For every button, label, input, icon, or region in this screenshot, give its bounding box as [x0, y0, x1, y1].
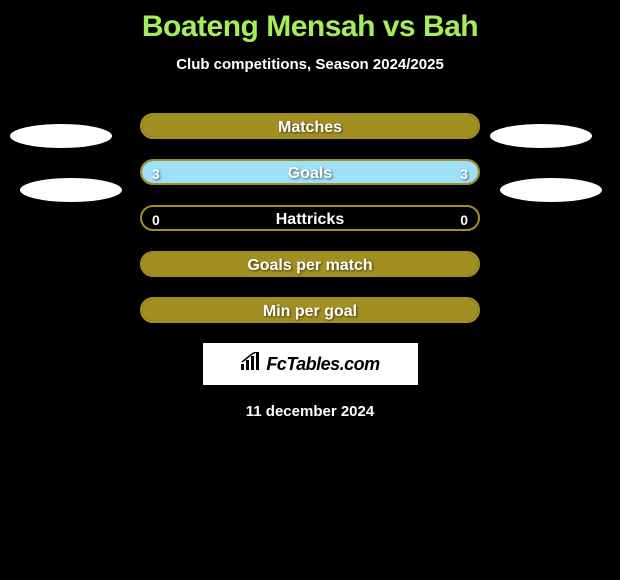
- stat-label: Goals per match: [142, 253, 478, 279]
- stat-label: Hattricks: [142, 207, 478, 233]
- stat-bar: Min per goal: [140, 297, 480, 323]
- decor-ellipse: [20, 178, 122, 202]
- stat-bar: Matches: [140, 113, 480, 139]
- infographic-container: Boateng Mensah vs Bah Club competitions,…: [0, 0, 620, 580]
- decor-ellipse: [10, 124, 112, 148]
- stat-label: Min per goal: [142, 299, 478, 325]
- page-title: Boateng Mensah vs Bah: [0, 0, 620, 44]
- logo-box: FcTables.com: [203, 343, 418, 385]
- stat-label: Matches: [142, 115, 478, 141]
- stat-bar: 00Hattricks: [140, 205, 480, 231]
- stat-bar: Goals per match: [140, 251, 480, 277]
- logo-text: FcTables.com: [266, 354, 379, 375]
- date-label: 11 december 2024: [0, 403, 620, 420]
- stat-row: Goals per match: [0, 251, 620, 277]
- subtitle: Club competitions, Season 2024/2025: [0, 56, 620, 73]
- stat-bar: 33Goals: [140, 159, 480, 185]
- stat-row: Min per goal: [0, 297, 620, 323]
- decor-ellipse: [490, 124, 592, 148]
- stat-label: Goals: [142, 161, 478, 187]
- stat-row: 00Hattricks: [0, 205, 620, 231]
- decor-ellipse: [500, 178, 602, 202]
- chart-icon: [240, 352, 262, 377]
- logo-inner: FcTables.com: [240, 352, 379, 377]
